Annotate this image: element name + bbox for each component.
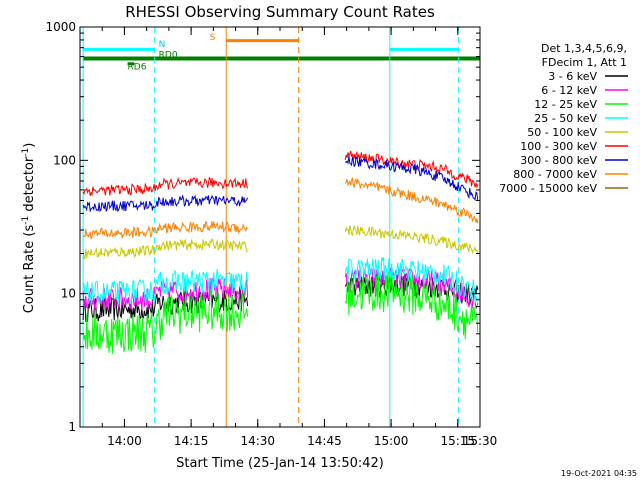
y-tick-label-3: 1000 <box>45 20 76 34</box>
y-axis-label-part: -1 <box>21 216 31 225</box>
series-trace-1-0 <box>82 277 249 311</box>
x-tick-label-2: 14:30 <box>240 434 275 448</box>
x-tick-label-4: 15:00 <box>374 434 409 448</box>
y-tick-label-1: 10 <box>61 287 76 301</box>
legend-label-4: 50 - 100 keV <box>527 126 597 139</box>
legend-label-5: 100 - 300 keV <box>520 140 597 153</box>
legend-label-0: 3 - 6 keV <box>548 70 597 83</box>
legend-header-line-1: Det 1,3,4,5,6,9, <box>541 42 627 55</box>
series-trace-4-1 <box>344 224 479 254</box>
generation-timestamp: 19-Oct-2021 04:35 <box>561 469 637 478</box>
x-tick-label-0: 14:00 <box>107 434 142 448</box>
x-tick-label-5: 15:15 <box>440 434 475 448</box>
annotation-label-3: S <box>210 33 216 43</box>
series-trace-3-1 <box>344 256 479 304</box>
series-trace-2-0 <box>82 289 249 354</box>
y-axis-label-part: ) <box>22 143 37 148</box>
series-trace-5-0 <box>82 176 249 197</box>
series-trace-3-0 <box>82 268 249 305</box>
legend-label-2: 12 - 25 keV <box>534 98 597 111</box>
legend-label-7: 800 - 7000 keV <box>513 168 597 181</box>
annotation-label-1: RD0 <box>159 51 178 61</box>
series-trace-7-0 <box>83 220 249 240</box>
annotation-label-0: N <box>159 40 166 50</box>
x-tick-label-6: 15:30 <box>463 434 498 448</box>
series-trace-6-0 <box>82 194 249 213</box>
legend-header-line-2: FDecim 1, Att 1 <box>542 56 627 69</box>
y-axis-label-part: Count Rate (s <box>22 225 37 314</box>
legend-label-8: 7000 - 15000 keV <box>499 182 597 195</box>
x-axis-label: Start Time (25-Jan-14 13:50:42) <box>176 456 384 471</box>
chart-title: RHESSI Observing Summary Count Rates <box>125 3 435 21</box>
x-tick-label-1: 14:15 <box>174 434 209 448</box>
y-axis-label-part: detector <box>22 156 37 216</box>
series-trace-4-0 <box>82 237 248 260</box>
x-tick-label-3: 14:45 <box>307 434 342 448</box>
plot-frame <box>79 26 481 428</box>
legend-label-3: 25 - 50 keV <box>534 112 597 125</box>
legend-label-1: 6 - 12 keV <box>541 84 597 97</box>
legend-label-6: 300 - 800 keV <box>520 154 597 167</box>
y-axis-label-part: -1 <box>21 148 31 157</box>
y-axis-label: Count Rate (s-1 detector-1) <box>21 143 37 314</box>
series-trace-5-1 <box>344 150 479 189</box>
y-tick-label-2: 100 <box>53 153 76 167</box>
series-trace-6-1 <box>344 155 479 202</box>
series-trace-2-1 <box>344 270 479 340</box>
y-tick-label-0: 1 <box>68 420 76 434</box>
series-trace-7-1 <box>344 177 479 224</box>
annotation-label-2: RD6 <box>128 63 147 73</box>
